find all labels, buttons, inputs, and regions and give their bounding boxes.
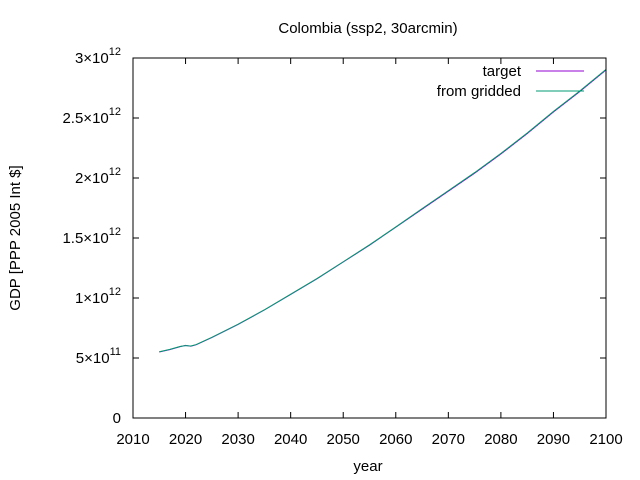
- y-tick-label: 5×1011: [76, 346, 121, 367]
- chart-title: Colombia (ssp2, 30arcmin): [278, 20, 457, 37]
- x-tick-label: 2020: [169, 431, 202, 448]
- series-line-1: [159, 69, 607, 353]
- y-tick-mantissa: 1.5×10: [62, 230, 108, 247]
- y-tick-label: 2×1012: [75, 166, 121, 187]
- y-tick-label: 1.5×1012: [62, 226, 121, 247]
- y-tick-mantissa: 3×10: [75, 50, 109, 67]
- x-tick-label: 2100: [589, 431, 622, 448]
- y-tick-mantissa: 5×10: [76, 350, 110, 367]
- y-tick-exponent: 12: [109, 46, 121, 58]
- x-tick-label: 2040: [274, 431, 307, 448]
- y-tick-exponent: 12: [109, 226, 121, 238]
- y-tick-exponent: 12: [109, 166, 121, 178]
- y-tick-exponent: 12: [109, 286, 121, 298]
- y-tick-mantissa: 1×10: [75, 290, 109, 307]
- x-tick-label: 2080: [484, 431, 517, 448]
- legend-label: target: [483, 63, 522, 80]
- y-tick-label: 2.5×1012: [62, 106, 121, 127]
- y-tick-label: 0: [113, 410, 121, 427]
- y-tick-label: 3×1012: [75, 46, 121, 67]
- legend-label: from gridded: [437, 83, 521, 100]
- x-tick-label: 2050: [327, 431, 360, 448]
- x-tick-label: 2010: [116, 431, 149, 448]
- plot-frame: [132, 57, 607, 419]
- series-line-0: [159, 69, 607, 353]
- y-tick-mantissa: 2.5×10: [62, 110, 108, 127]
- x-axis-label: year: [353, 458, 382, 475]
- y-tick-exponent: 12: [109, 106, 121, 118]
- x-tick-label: 2060: [379, 431, 412, 448]
- x-tick-label: 2030: [221, 431, 254, 448]
- legend: target from gridded: [437, 63, 584, 100]
- y-tick-mantissa: 2×10: [75, 170, 109, 187]
- x-tick-label: 2070: [432, 431, 465, 448]
- plot-area: 2010 2020 2030 2040 2050 2060 2070 2080 2090 2100…: [62, 46, 622, 448]
- y-tick-label: 1×1012: [75, 286, 121, 307]
- y-axis-label: GDP [PPP 2005 Int $]: [7, 165, 24, 310]
- x-tick-label: 2090: [537, 431, 570, 448]
- y-tick-exponent: 11: [110, 346, 121, 358]
